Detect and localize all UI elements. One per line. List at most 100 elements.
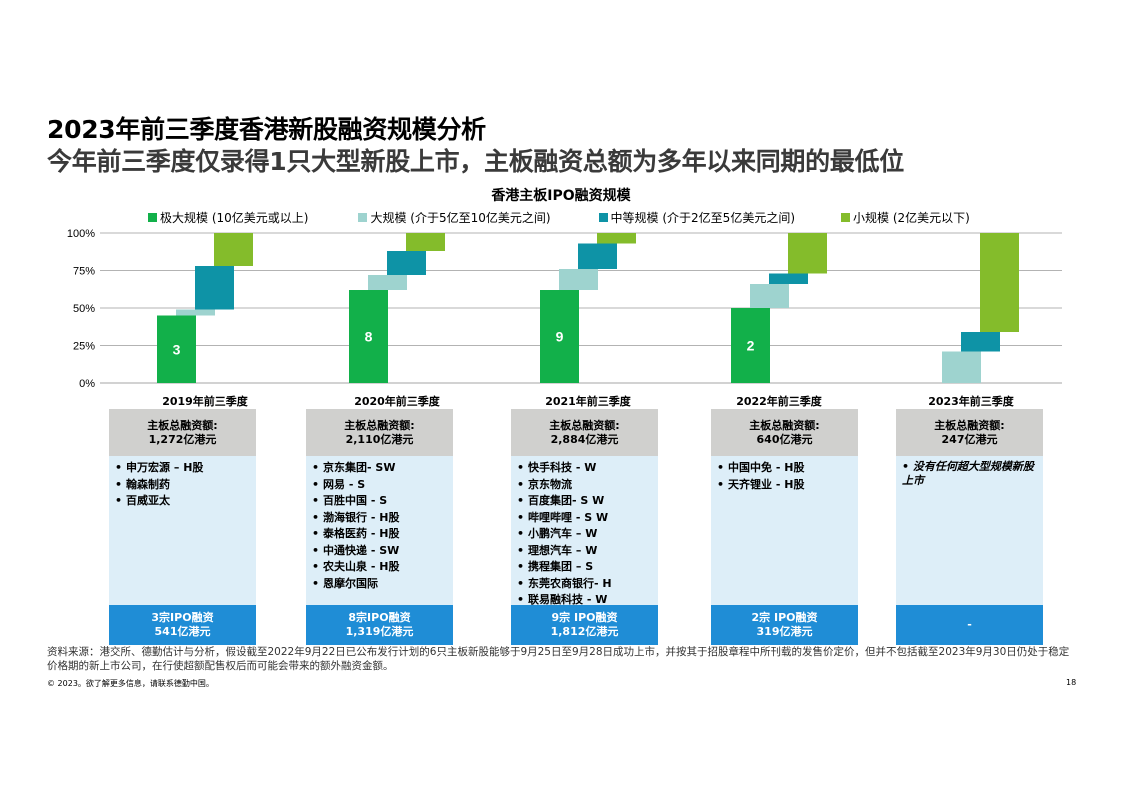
ipo-list-item: 百度集团- S W <box>517 493 652 510</box>
bar-count-label: 3 <box>173 341 181 357</box>
panel-foot: 2宗 IPO融资 319亿港元 <box>711 605 858 645</box>
source-footnote: 资料来源：港交所、德勤估计与分析，假设截至2022年9月22日已公布发行计划的6… <box>47 646 1070 672</box>
bar-count-label: 8 <box>365 329 373 345</box>
panel-head-label: 主板总融资额: <box>549 418 620 432</box>
chart-title: 香港主板IPO融资规模 <box>491 188 631 204</box>
ipo-list: 申万宏源 – H股翰森制药百威亚太 <box>115 460 250 510</box>
page-number: 18 <box>1066 678 1077 687</box>
ipo-list-item: 泰格医药 - H股 <box>312 526 447 543</box>
legend-item-mega: 极大规模 (10亿美元或以上) <box>148 209 308 226</box>
legend-label-small: 小规模 (2亿美元以下) <box>853 211 970 225</box>
ipo-list-item: 申万宏源 – H股 <box>115 460 250 477</box>
panel-note: • 没有任何超大型规模新股上市 <box>902 460 1034 487</box>
panel-foot-amount: 319亿港元 <box>756 625 813 638</box>
panel-head-value: 1,272亿港元 <box>148 432 217 446</box>
y-tick-label: 50% <box>73 303 95 315</box>
panel-note-text: 没有任何超大型规模新股上市 <box>902 460 1034 487</box>
ipo-list: 中国中免 - H股天齐锂业 - H股 <box>717 460 852 493</box>
panel-head-label: 主板总融资额: <box>749 418 820 432</box>
bar-large <box>942 351 981 383</box>
panel-body: 中国中免 - H股天齐锂业 - H股 <box>711 456 858 606</box>
legend-item-medium: 中等规模 (介于2亿至5亿美元之间) <box>598 209 795 226</box>
bar-mega <box>349 290 388 383</box>
panel-head-value: 2,110亿港元 <box>345 432 414 446</box>
panel-foot-amount: 541亿港元 <box>154 625 211 638</box>
panel-2019: 主板总融资额: 1,272亿港元 申万宏源 – H股翰森制药百威亚太 3宗IPO… <box>109 409 256 645</box>
y-tick-label: 25% <box>73 341 95 353</box>
ipo-list: 京东集团- SW网易 - S百胜中国 - S渤海银行 - H股泰格医药 - H股… <box>312 460 447 592</box>
ipo-list-item: 中国中免 - H股 <box>717 460 852 477</box>
bar-large <box>559 269 598 290</box>
legend-label-large: 大规模 (介于5亿至10亿美元之间) <box>370 211 551 225</box>
x-category-label: 2020年前三季度 <box>354 394 441 408</box>
y-tick-label: 75% <box>73 266 95 278</box>
legend-swatch-mega <box>148 213 157 222</box>
x-category-label: 2023年前三季度 <box>928 394 1015 408</box>
ipo-list-item: 快手科技 - W <box>517 460 652 477</box>
panel-foot: 3宗IPO融资 541亿港元 <box>109 605 256 645</box>
ipo-list-item: 理想汽车 – W <box>517 543 652 560</box>
panel-foot-count: 9宗 IPO融资 <box>551 611 618 624</box>
panel-foot: 9宗 IPO融资 1,812亿港元 <box>511 605 658 645</box>
ipo-list-item: 京东集团- SW <box>312 460 447 477</box>
bar-small <box>214 233 253 266</box>
ipo-list-item: 天齐锂业 - H股 <box>717 477 852 494</box>
ipo-list-item: 网易 - S <box>312 477 447 494</box>
bar-small <box>788 233 827 274</box>
panel-2021: 主板总融资额: 2,884亿港元 快手科技 - W京东物流百度集团- S W哔哩… <box>511 409 658 645</box>
x-category-label: 2019年前三季度 <box>162 394 249 408</box>
panel-head: 主板总融资额: 247亿港元 <box>896 409 1043 456</box>
panel-foot-count: 8宗IPO融资 <box>348 611 411 624</box>
panel-head: 主板总融资额: 1,272亿港元 <box>109 409 256 456</box>
panel-foot-count: - <box>967 618 972 631</box>
bar-medium <box>387 251 426 275</box>
panel-foot-count: 3宗IPO融资 <box>151 611 214 624</box>
legend-label-medium: 中等规模 (介于2亿至5亿美元之间) <box>610 211 795 225</box>
legend-swatch-medium <box>598 213 608 222</box>
ipo-list-item: 百胜中国 - S <box>312 493 447 510</box>
bar-large <box>368 275 407 290</box>
bar-small <box>597 233 636 244</box>
chart-legend: 极大规模 (10亿美元或以上) 大规模 (介于5亿至10亿美元之间) 中等规模 … <box>148 209 970 226</box>
panel-body: 申万宏源 – H股翰森制药百威亚太 <box>109 456 256 606</box>
legend-label-mega: 极大规模 (10亿美元或以上) <box>160 211 309 225</box>
ipo-list-item: 东莞农商银行- H <box>517 576 652 593</box>
ipo-list-item: 小鹏汽车 – W <box>517 526 652 543</box>
panel-body: 快手科技 - W京东物流百度集团- S W哔哩哔哩 - S W小鹏汽车 – W理… <box>511 456 658 606</box>
panel-body: • 没有任何超大型规模新股上市 <box>896 456 1043 606</box>
legend-item-large: 大规模 (介于5亿至10亿美元之间) <box>358 209 551 226</box>
bar-mega <box>540 290 579 383</box>
bar-small <box>406 233 445 251</box>
panel-head: 主板总融资额: 2,884亿港元 <box>511 409 658 456</box>
x-category-label: 2021年前三季度 <box>545 394 632 408</box>
x-category-label: 2022年前三季度 <box>736 394 823 408</box>
ipo-list-item: 翰森制药 <box>115 477 250 494</box>
y-tick-label: 100% <box>67 228 95 240</box>
panel-head-label: 主板总融资额: <box>344 418 415 432</box>
panel-foot: 8宗IPO融资 1,319亿港元 <box>306 605 453 645</box>
legend-swatch-small <box>841 213 850 222</box>
bar-medium <box>961 332 1000 352</box>
ipo-list: 快手科技 - W京东物流百度集团- S W哔哩哔哩 - S W小鹏汽车 – W理… <box>517 460 652 609</box>
panel-head-value: 640亿港元 <box>756 432 813 446</box>
panel-2022: 主板总融资额: 640亿港元 中国中免 - H股天齐锂业 - H股 2宗 IPO… <box>711 409 858 645</box>
panel-head: 主板总融资额: 2,110亿港元 <box>306 409 453 456</box>
page-subtitle: 今年前三季度仅录得1只大型新股上市，主板融资总额为多年以来同期的最低位 <box>47 147 904 176</box>
ipo-list-item: 农夫山泉 - H股 <box>312 559 447 576</box>
panel-body: 京东集团- SW网易 - S百胜中国 - S渤海银行 - H股泰格医药 - H股… <box>306 456 453 606</box>
panel-foot-count: 2宗 IPO融资 <box>751 611 818 624</box>
panel-2020: 主板总融资额: 2,110亿港元 京东集团- SW网易 - S百胜中国 - S渤… <box>306 409 453 645</box>
y-tick-label: 0% <box>79 378 95 390</box>
bar-mega <box>731 308 770 383</box>
legend-item-small: 小规模 (2亿美元以下) <box>841 209 970 226</box>
panel-head: 主板总融资额: 640亿港元 <box>711 409 858 456</box>
copyright: © 2023。欲了解更多信息，请联系德勤中国。 <box>47 679 214 688</box>
panel-head-value: 2,884亿港元 <box>550 432 619 446</box>
page-title: 2023年前三季度香港新股融资规模分析 <box>47 115 486 144</box>
bar-medium <box>769 273 808 284</box>
ipo-list-item: 京东物流 <box>517 477 652 494</box>
bar-small <box>980 233 1019 332</box>
panel-foot: - <box>896 605 1043 645</box>
panel-head-value: 247亿港元 <box>941 432 998 446</box>
panel-head-label: 主板总融资额: <box>934 418 1005 432</box>
